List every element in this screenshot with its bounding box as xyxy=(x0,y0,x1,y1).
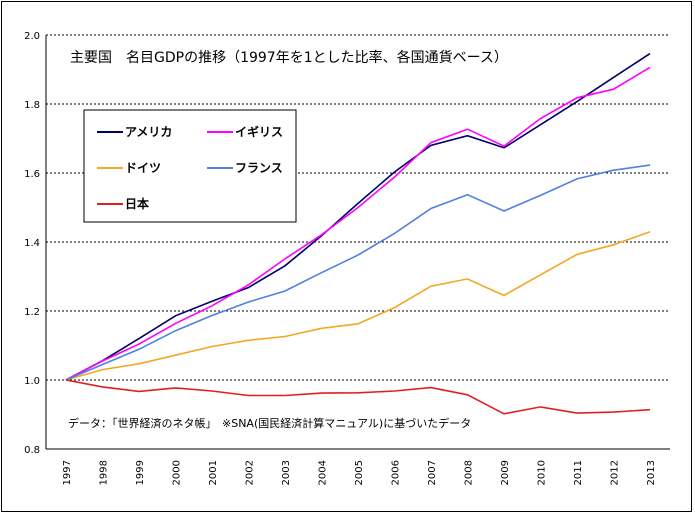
legend-label: イギリス xyxy=(235,124,283,139)
y-tick-label: 1.2 xyxy=(24,307,40,318)
x-tick-label: 2004 xyxy=(318,460,329,485)
x-tick-label: 2010 xyxy=(537,460,548,485)
axes xyxy=(45,35,670,450)
y-tick-labels: 0.8 1.0 1.2 1.4 1.6 1.8 2.0 xyxy=(24,31,40,456)
x-tick-label: 2009 xyxy=(500,460,511,485)
y-tick-label: 2.0 xyxy=(24,31,40,42)
series-line-フランス xyxy=(65,164,651,381)
x-tick-label: 2002 xyxy=(245,460,256,485)
x-tick-label: 2001 xyxy=(208,460,219,485)
series-line-イギリス xyxy=(65,66,651,381)
x-tick-label: 2005 xyxy=(354,460,365,485)
y-tick-label: 1.8 xyxy=(24,100,40,111)
x-tick-label: 1999 xyxy=(135,460,146,485)
legend-label: アメリカ xyxy=(125,125,172,139)
x-tick-label: 2012 xyxy=(610,460,621,485)
x-tick-label: 2013 xyxy=(646,460,657,485)
y-tick-label: 1.4 xyxy=(24,238,40,249)
x-tick-label: 2008 xyxy=(464,460,475,485)
series-lines xyxy=(65,52,651,415)
legend-label: フランス xyxy=(235,161,283,175)
x-tick-labels: 1997 1998 1999 2000 2001 2002 2003 2004 2005 2006… xyxy=(62,460,657,485)
y-tick-label: 0.8 xyxy=(24,445,40,456)
x-tick-label: 2011 xyxy=(573,460,584,485)
series-line-ドイツ xyxy=(65,230,651,381)
series-line-日本 xyxy=(65,379,651,415)
y-tick-label: 1.0 xyxy=(24,376,40,387)
x-tick-label: 2000 xyxy=(172,460,183,485)
legend-label: 日本 xyxy=(125,196,149,211)
x-tick-label: 2007 xyxy=(427,460,438,485)
x-tick-label: 2006 xyxy=(391,460,402,485)
x-tick-label: 1997 xyxy=(62,460,73,485)
chart-title: 主要国 名目GDPの推移（1997年を1とした比率、各国通貨ベース） xyxy=(70,49,508,66)
x-tick-label: 1998 xyxy=(99,460,110,485)
y-tick-label: 1.6 xyxy=(24,169,40,180)
x-tick-label: 2003 xyxy=(281,460,292,485)
series-line-アメリカ xyxy=(65,52,651,381)
data-source-note: データ：「世界経済のネタ帳」 ※SNA(国民経済計算マニュアル)に基づいたデータ xyxy=(68,416,471,430)
legend-label: ドイツ xyxy=(125,161,161,175)
